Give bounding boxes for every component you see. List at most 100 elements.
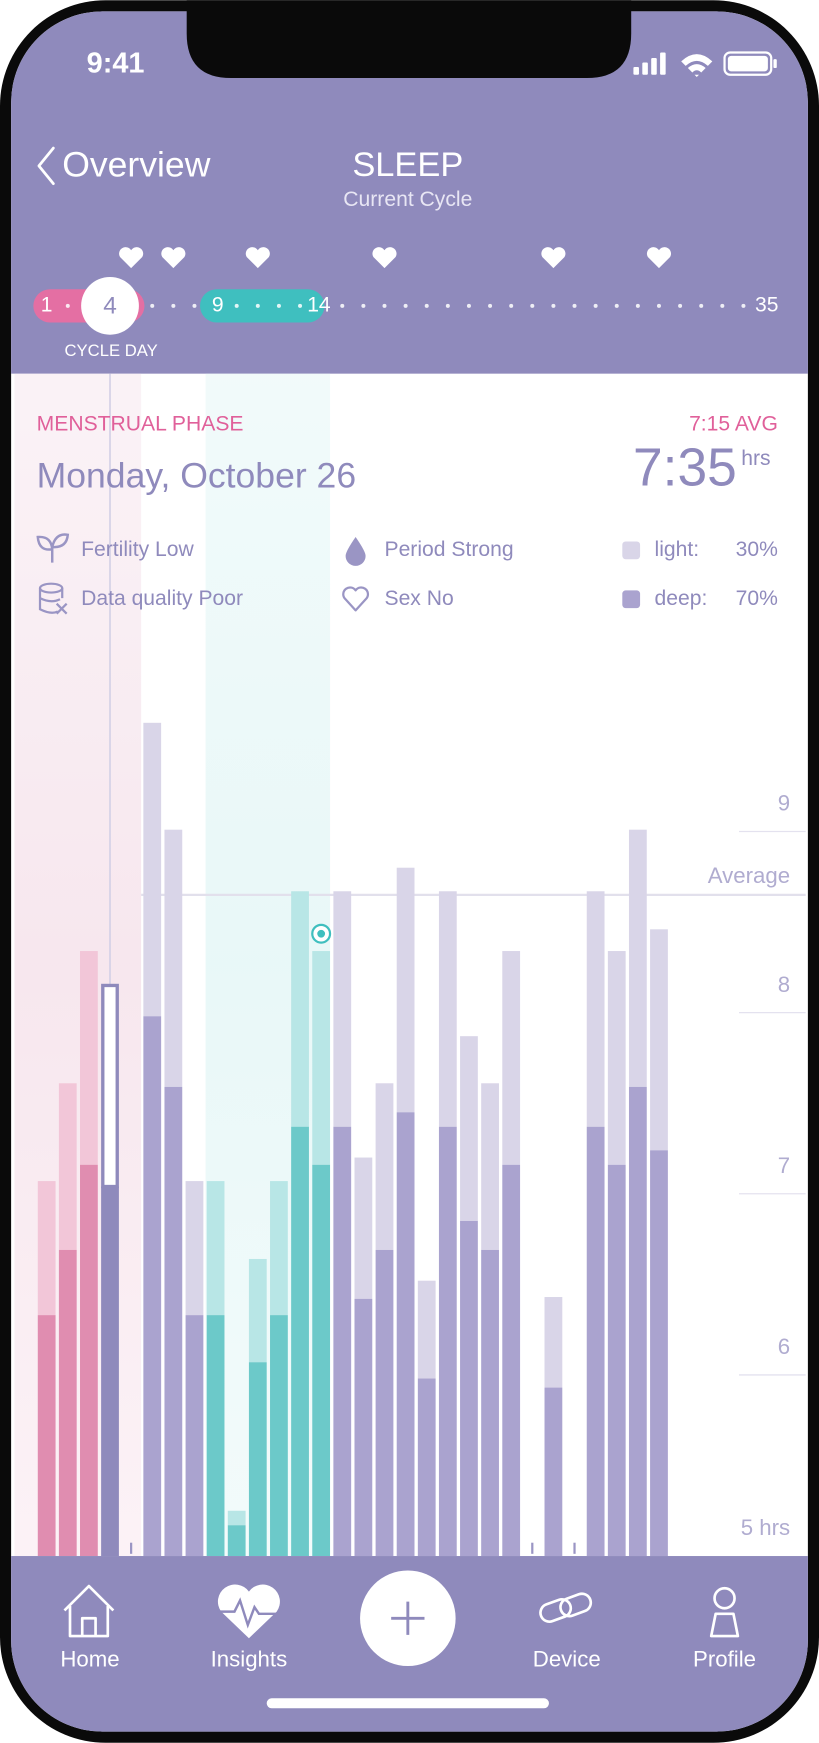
back-chevron[interactable]	[37, 146, 55, 186]
cycle-day-number: 9	[212, 293, 224, 316]
average-label: Average	[708, 863, 790, 888]
cycle-dot	[720, 303, 725, 308]
cycle-dot	[298, 303, 303, 308]
bar-light	[291, 891, 309, 1127]
bar-deep	[354, 1298, 373, 1557]
duration-unit: hrs	[741, 447, 770, 470]
bar-deep	[396, 1112, 415, 1557]
bar-light	[227, 1510, 246, 1526]
tab-profile[interactable]: Profile	[693, 1586, 756, 1671]
fertile-column	[205, 373, 331, 1557]
back-label[interactable]: Overview	[62, 144, 210, 184]
tab-label[interactable]: Device	[533, 1646, 601, 1671]
cycle-day-number: 1	[41, 293, 53, 316]
y-tick-label: 8	[778, 972, 790, 997]
tab-label[interactable]: Insights	[211, 1646, 288, 1671]
legend-label: light:	[655, 538, 700, 561]
bar-deep	[248, 1362, 267, 1557]
cycle-dot	[593, 303, 598, 308]
sex-heart	[372, 247, 397, 269]
bar-deep	[270, 1315, 288, 1557]
data-quality-icon	[38, 582, 68, 615]
cycle-day-number: 35	[755, 293, 778, 316]
bar-deep	[143, 1016, 162, 1557]
sex-heart	[646, 247, 672, 269]
bar-deep	[227, 1525, 246, 1557]
bar-light	[354, 1157, 373, 1299]
bar-deep	[312, 1164, 331, 1557]
bar-light	[80, 951, 98, 1165]
cycle-dot	[255, 303, 260, 308]
cycle-dot	[699, 303, 704, 308]
cycle-dot	[424, 303, 429, 308]
status-time: 9:41	[87, 47, 145, 79]
sleep-duration: 7:35	[633, 439, 737, 498]
cycle-bar: 1 4 9 14 35	[33, 247, 779, 335]
legend-share: 30%	[736, 538, 778, 561]
tab-home[interactable]: Home	[60, 1584, 120, 1671]
screen-title: SLEEP	[352, 146, 463, 184]
date-label: Monday, October 26	[37, 456, 356, 496]
bar-light	[58, 1083, 77, 1250]
bar-deep	[37, 1315, 56, 1557]
tab-insights[interactable]: Insights	[211, 1584, 288, 1671]
y-tick-label: 6	[778, 1334, 790, 1359]
legend-label: deep:	[655, 587, 708, 610]
cycle-dot	[382, 303, 387, 308]
bar-light	[628, 829, 647, 1087]
bar-deep	[80, 1164, 98, 1557]
cycle-dot	[530, 303, 535, 308]
cycle-dot	[234, 303, 239, 308]
cycle-dot	[276, 303, 281, 308]
bar-light	[502, 951, 521, 1165]
back-button[interactable]: Overview	[37, 144, 211, 186]
bar-light	[607, 951, 626, 1165]
bar-deep	[586, 1126, 605, 1557]
y-tick-label: 9	[778, 791, 790, 816]
cycle-dot	[466, 303, 471, 308]
bar-light	[206, 1181, 225, 1316]
bar-deep	[502, 1164, 521, 1557]
bar-light	[375, 1083, 394, 1250]
cycle-dot	[361, 303, 366, 308]
tab-label[interactable]: Profile	[693, 1646, 756, 1671]
bar-light	[333, 891, 352, 1127]
fertility-icon	[36, 533, 70, 563]
bar-light	[417, 1280, 436, 1379]
legend-share: 70%	[736, 587, 778, 610]
bar-deep	[650, 1150, 668, 1557]
add-button[interactable]	[360, 1570, 456, 1667]
sleep-chart: 5 hrs 6 7 8 9 Average	[37, 373, 806, 1557]
cycle-dot	[509, 303, 514, 308]
tab-device[interactable]: Device	[533, 1591, 601, 1671]
average-label: 7:15 AVG	[689, 412, 778, 435]
bar-deep	[544, 1387, 563, 1557]
bar-deep	[481, 1249, 499, 1557]
y-tick-label: 7	[778, 1153, 790, 1178]
cycle-dot	[635, 303, 640, 308]
bar-deep	[58, 1249, 77, 1557]
bar-deep	[185, 1315, 204, 1557]
cycle-dot	[551, 303, 556, 308]
legend-swatch	[622, 541, 641, 560]
stat-fertility: Fertility Low	[81, 538, 194, 561]
sex-heart	[541, 247, 566, 269]
bar-deep	[417, 1378, 436, 1557]
bar-deep-selected	[101, 1186, 119, 1557]
bar-deep	[206, 1315, 225, 1557]
sex-heart	[245, 247, 270, 269]
cycle-dot	[656, 303, 661, 308]
bar-light	[586, 891, 605, 1127]
bar-light	[270, 1181, 288, 1316]
tab-label[interactable]: Home	[60, 1646, 119, 1671]
bar-light	[143, 722, 162, 1017]
menstrual-column	[14, 373, 142, 1557]
fertile-pill	[200, 289, 325, 323]
screen-subtitle: Current Cycle	[343, 188, 472, 211]
cycle-dot	[150, 303, 155, 308]
sex-icon	[342, 586, 370, 612]
cycle-dot	[445, 303, 450, 308]
bar-light	[164, 829, 183, 1087]
